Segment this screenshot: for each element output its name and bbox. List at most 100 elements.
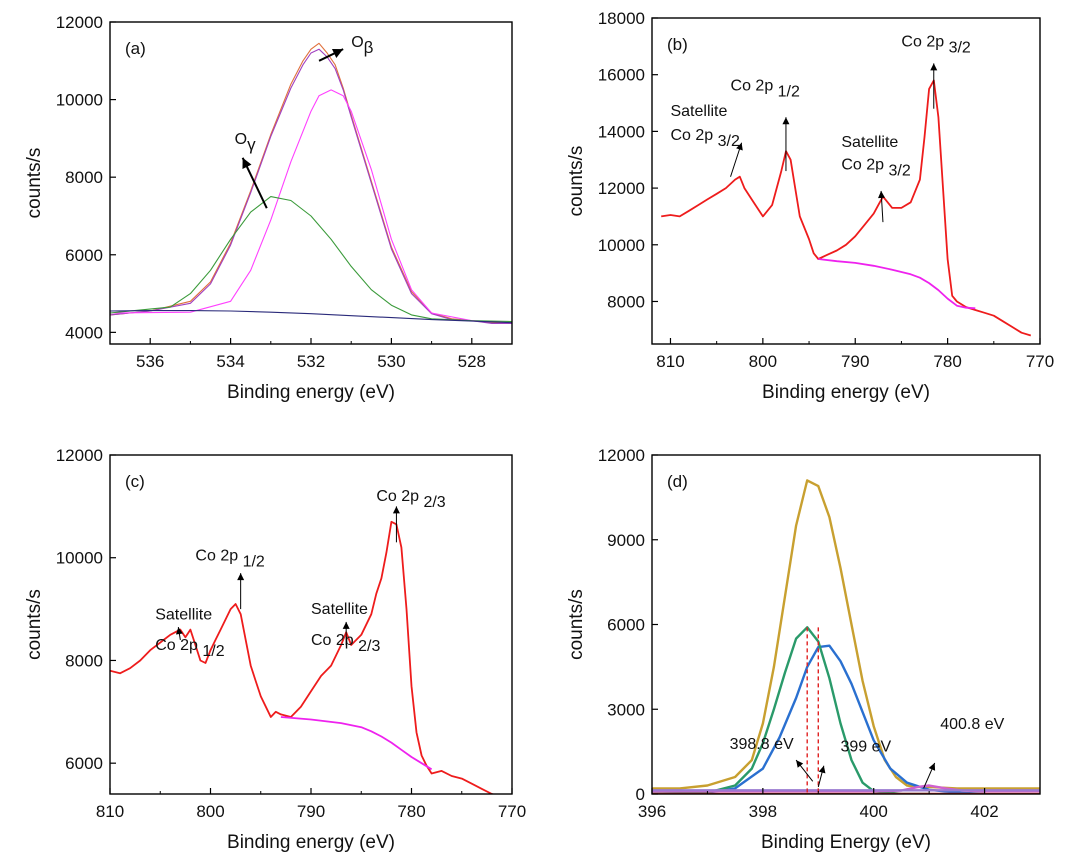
x-tick-label: 770 <box>498 802 526 821</box>
series-line-4 <box>110 310 512 324</box>
x-tick-label: 528 <box>458 352 486 371</box>
annotation-label: Oβ <box>351 34 373 57</box>
x-tick-label: 398 <box>749 802 777 821</box>
panel-label: (c) <box>125 472 145 491</box>
x-axis-title: Binding energy (eV) <box>227 832 395 853</box>
x-tick-label: 790 <box>297 802 325 821</box>
annotation-label: Satellite <box>311 601 368 618</box>
x-tick-label: 810 <box>656 352 684 371</box>
y-tick-label: 12000 <box>56 13 103 32</box>
series-group <box>661 79 1032 337</box>
y-tick-label: 12000 <box>56 446 103 465</box>
y-tick-label: 10000 <box>56 91 103 110</box>
x-tick-label: 800 <box>749 352 777 371</box>
annotation-label: Oγ <box>235 131 256 154</box>
y-tick-label: 12000 <box>598 446 645 465</box>
annotation-label: Co 2p 3/2 <box>901 33 970 56</box>
peak-pointer-head <box>782 117 790 125</box>
y-tick-label: 10000 <box>598 236 645 255</box>
y-tick-label: 8000 <box>65 651 103 670</box>
series-line-2 <box>110 89 512 324</box>
annotation-label: 399 eV <box>840 739 891 756</box>
series-line-0 <box>661 79 1032 337</box>
y-axis-title: counts/s <box>24 148 45 219</box>
annotation-label: 398.8 eV <box>730 736 794 753</box>
peak-pointer-head <box>392 506 400 514</box>
panel-label: (b) <box>667 35 688 54</box>
peak-pointer-head <box>237 573 245 581</box>
y-tick-label: 3000 <box>607 700 645 719</box>
series-line-1 <box>818 258 976 310</box>
series-group <box>110 42 512 324</box>
panel-label: (a) <box>125 39 146 58</box>
annotation-label: 400.8 eV <box>940 716 1004 733</box>
chart-panel-0: 536 534 532 530 528 4000 6000 8000 10000 12000 Bin… <box>24 13 513 403</box>
chart-panel-3: 396 398 400 402 0 3000 6000 9000 12000 Binding En… <box>566 446 1041 853</box>
x-tick-label: 770 <box>1026 352 1054 371</box>
y-axis-title: counts/s <box>24 589 45 660</box>
annotation-label: Satellite <box>841 134 898 151</box>
y-tick-label: 0 <box>636 785 645 804</box>
x-tick-label: 790 <box>841 352 869 371</box>
x-tick-label: 810 <box>96 802 124 821</box>
y-tick-label: 18000 <box>598 9 645 28</box>
series-group <box>652 479 1040 794</box>
annotation-label: Co 2p 2/3 <box>376 488 445 511</box>
y-tick-label: 4000 <box>65 323 103 342</box>
annotation-arrowhead <box>242 157 252 169</box>
panel-label: (d) <box>667 472 688 491</box>
x-tick-label: 530 <box>377 352 405 371</box>
series-group <box>110 520 496 794</box>
peak-pointer-head <box>928 762 936 771</box>
series-line-1 <box>280 716 433 771</box>
y-tick-label: 6000 <box>65 246 103 265</box>
peak-pointer-head <box>930 63 938 71</box>
peak-pointer-head <box>878 190 886 199</box>
x-axis-title: Binding Energy (eV) <box>761 832 931 853</box>
x-tick-label: 402 <box>970 802 998 821</box>
x-tick-label: 396 <box>638 802 666 821</box>
y-tick-label: 6000 <box>607 616 645 635</box>
x-tick-label: 536 <box>136 352 164 371</box>
annotation-arrowhead <box>331 48 344 59</box>
plot-frame <box>109 21 513 345</box>
annotation-label: Satellite <box>155 606 212 623</box>
x-axis-title: Binding energy (eV) <box>762 382 930 403</box>
annotation-label: Co 2p 3/2 <box>841 157 910 180</box>
peak-pointer-head <box>342 621 350 629</box>
peak-pointer-head <box>796 760 804 768</box>
chart-panel-1: 810 800 790 780 770 8000 10000 12000 14000 16000 1… <box>566 9 1054 403</box>
peak-pointer-head <box>736 142 743 151</box>
series-line-0 <box>110 42 512 324</box>
series-line-1 <box>652 644 985 794</box>
plot-frame <box>109 454 513 795</box>
y-axis-title: counts/s <box>566 589 587 660</box>
annotation-label: Co 2p 1/2 <box>731 77 800 100</box>
peak-pointer-head <box>818 765 826 774</box>
y-axis-title: counts/s <box>566 146 587 217</box>
y-tick-label: 6000 <box>65 754 103 773</box>
x-tick-label: 780 <box>933 352 961 371</box>
series-line-0 <box>110 520 496 794</box>
y-tick-label: 10000 <box>56 549 103 568</box>
y-tick-label: 9000 <box>607 531 645 550</box>
annotation-label: Satellite <box>670 103 727 120</box>
series-line-2 <box>652 626 930 794</box>
chart-panel-2: 810 800 790 780 770 6000 8000 10000 12000 Binding… <box>24 446 526 853</box>
peak-pointer-head <box>175 627 183 635</box>
x-tick-label: 532 <box>297 352 325 371</box>
series-line-0 <box>652 479 1040 790</box>
x-axis-title: Binding energy (eV) <box>227 382 395 403</box>
series-line-1 <box>110 48 512 324</box>
annotation-label: Co 2p 3/2 <box>670 127 739 150</box>
y-tick-label: 14000 <box>598 122 645 141</box>
annotation-label: Co 2p 1/2 <box>195 547 264 570</box>
y-tick-label: 8000 <box>65 168 103 187</box>
x-tick-label: 400 <box>860 802 888 821</box>
x-tick-label: 534 <box>216 352 244 371</box>
y-tick-label: 12000 <box>598 179 645 198</box>
y-tick-label: 16000 <box>598 66 645 85</box>
plot-frame <box>651 17 1041 345</box>
y-tick-label: 8000 <box>607 292 645 311</box>
